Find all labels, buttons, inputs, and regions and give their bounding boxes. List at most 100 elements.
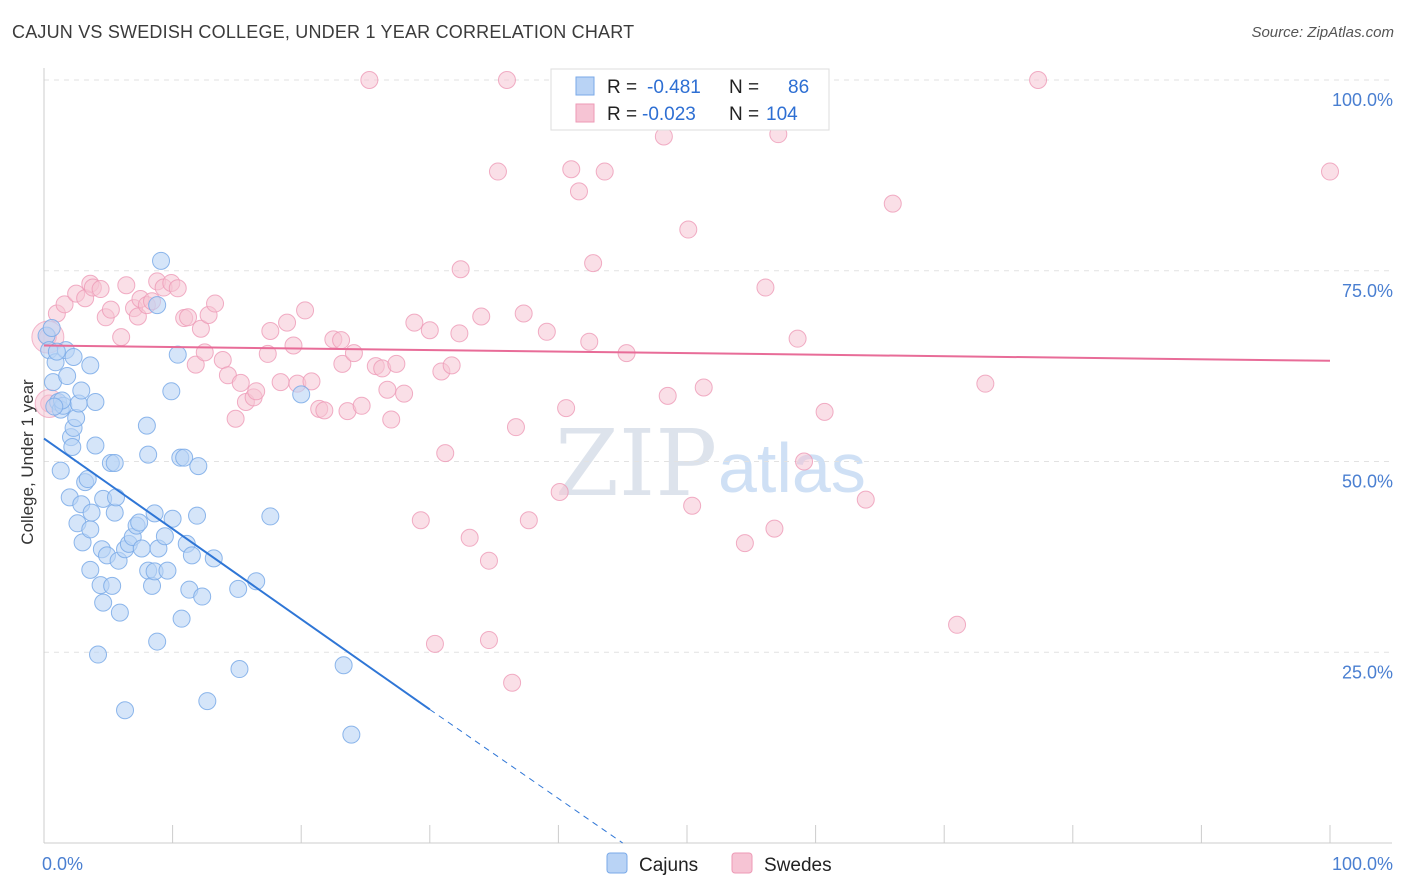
cajuns-point — [89, 645, 108, 664]
swedes-point — [405, 313, 424, 332]
y-tick-label: 75.0% — [1342, 281, 1393, 301]
swedes-point — [550, 483, 569, 502]
cajuns-trend-extension — [429, 709, 623, 844]
swedes-point — [679, 220, 698, 239]
watermark-atlas: atlas — [718, 429, 866, 507]
cajuns-points — [37, 251, 361, 744]
swedes-point — [683, 496, 702, 515]
swedes-n-label: N = — [729, 104, 759, 125]
cajuns-point — [155, 527, 174, 546]
legend-swedes-label: Swedes — [764, 855, 832, 876]
swedes-point — [206, 294, 225, 313]
swedes-point — [506, 418, 525, 437]
swedes-point — [271, 373, 290, 392]
cajuns-trend-line — [43, 437, 431, 711]
swedes-point — [488, 162, 507, 181]
cajuns-point — [230, 660, 249, 679]
swedes-point — [450, 324, 469, 343]
y-tick-label: 100.0% — [1332, 90, 1393, 110]
swedes-point — [344, 344, 363, 363]
cajuns-point — [188, 506, 207, 525]
cajuns-swatch — [575, 76, 595, 96]
cajuns-point — [130, 513, 149, 532]
swedes-trend-line — [43, 344, 1331, 362]
swedes-point — [395, 384, 414, 403]
cajuns-point — [198, 692, 217, 711]
y-tick-label: 50.0% — [1342, 472, 1393, 492]
swedes-point — [101, 300, 120, 319]
cajuns-point — [168, 345, 187, 364]
cajuns-point — [86, 392, 105, 411]
stats-legend-box — [550, 68, 830, 131]
cajuns-r-label: R = — [607, 77, 637, 98]
cajuns-point — [94, 593, 113, 612]
swedes-point — [284, 336, 303, 355]
swedes-point — [387, 354, 406, 373]
swedes-point — [315, 401, 334, 420]
grid — [44, 79, 1392, 653]
cajuns-point — [229, 579, 248, 598]
swedes-point — [186, 355, 205, 374]
swedes-point — [562, 160, 581, 179]
swedes-point — [856, 490, 875, 509]
legend-swedes-swatch — [731, 852, 753, 874]
cajuns-point — [42, 318, 61, 337]
cajuns-point — [116, 701, 135, 720]
swedes-point — [91, 280, 110, 299]
swedes-point — [788, 329, 807, 348]
legend-cajuns-swatch — [606, 852, 628, 874]
cajuns-point — [110, 603, 129, 622]
cajuns-point — [163, 509, 182, 528]
swedes-point — [191, 319, 210, 338]
swedes-point — [1321, 162, 1339, 181]
cajuns-point — [64, 347, 83, 366]
swedes-point — [302, 372, 321, 391]
source-label: Source: ZipAtlas.com — [1251, 24, 1394, 41]
x-tick-label: 100.0% — [1332, 854, 1393, 874]
cajuns-point — [193, 587, 212, 606]
swedes-point — [382, 410, 401, 429]
cajuns-point — [139, 445, 158, 464]
cajuns-point — [105, 503, 124, 522]
cajuns-point — [342, 725, 361, 744]
swedes-point — [514, 304, 533, 323]
swedes-point — [332, 331, 351, 350]
swedes-point — [360, 71, 379, 89]
swedes-point — [55, 295, 74, 314]
swedes-point — [815, 402, 834, 421]
swedes-point — [213, 351, 232, 370]
swedes-point — [442, 356, 461, 375]
swedes-point — [333, 354, 352, 373]
swedes-point — [117, 276, 136, 295]
swedes-point — [451, 260, 470, 279]
swedes-point — [425, 634, 444, 653]
swedes-point — [537, 322, 556, 341]
cajuns-point — [145, 504, 164, 523]
swedes-point — [460, 528, 479, 547]
swedes-point — [436, 444, 455, 463]
cajuns-point — [72, 381, 91, 400]
swedes-point — [948, 615, 967, 634]
swedes-point — [795, 452, 814, 471]
cajuns-r-value: -0.481 — [647, 77, 701, 98]
cajuns-point — [189, 457, 208, 476]
swedes-point — [557, 399, 576, 418]
swedes-point — [231, 373, 250, 392]
cajuns-n-label: N = — [729, 77, 759, 98]
swedes-point — [694, 378, 713, 397]
cajuns-point — [182, 546, 201, 565]
swedes-point — [378, 380, 397, 399]
legend-cajuns-label: Cajuns — [639, 855, 698, 876]
cajuns-point — [81, 520, 100, 539]
series-legend: Cajuns Swedes — [606, 852, 832, 876]
cajuns-point — [78, 470, 97, 489]
swedes-point — [258, 344, 277, 363]
swedes-point — [226, 409, 245, 428]
swedes-point — [976, 374, 995, 393]
swedes-point — [584, 254, 603, 273]
swedes-point — [580, 332, 599, 351]
cajuns-point — [334, 656, 353, 675]
swedes-point — [247, 382, 266, 401]
axes: 25.0% 50.0% 75.0% 100.0% 0.0% 100.0% — [42, 68, 1393, 874]
